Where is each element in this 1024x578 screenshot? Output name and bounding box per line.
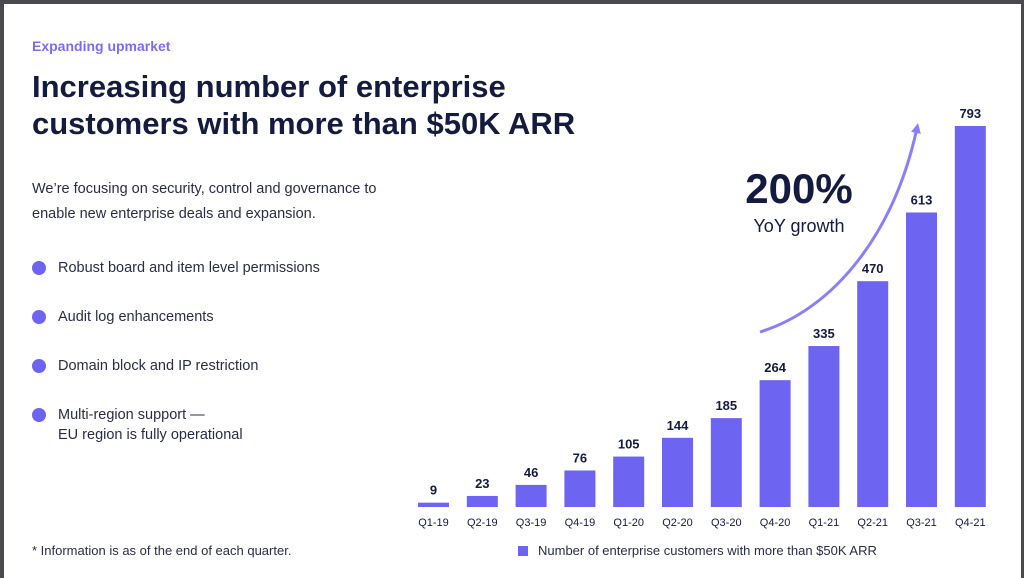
data-label: 9: [430, 483, 437, 498]
bullet-dot-icon: [32, 261, 46, 275]
x-tick-label: Q4-20: [760, 517, 791, 529]
data-label: 793: [959, 106, 981, 121]
growth-label: YoY growth: [753, 216, 845, 236]
growth-arrow-icon: [759, 123, 921, 334]
bars-group: 9 Q1-19 23 Q2-19 46 Q3-19 76 Q4-19 105 Q1-20 144 Q2…: [418, 106, 986, 529]
slide: Expanding upmarket Increasing number of …: [4, 4, 1021, 578]
bar-q2-21: [857, 281, 889, 507]
x-tick-label: Q3-19: [516, 517, 547, 529]
data-label: 185: [715, 398, 737, 413]
bar-q2-19: [466, 495, 498, 507]
section-eyebrow: Expanding upmarket: [32, 38, 171, 54]
bullet-dot-icon: [32, 359, 46, 373]
bar-q4-19: [564, 470, 596, 507]
feature-label: Domain block and IP restriction: [58, 358, 259, 374]
description-line-2: enable new enterprise deals and expansio…: [32, 206, 316, 222]
x-tick-label: Q3-20: [711, 517, 742, 529]
data-label: 470: [862, 261, 884, 276]
feature-label: Robust board and item level permissions: [58, 260, 320, 276]
feature-text: Multi-region support — EU region is full…: [58, 405, 243, 445]
bar-q3-19: [515, 484, 547, 507]
chart-legend: Number of enterprise customers with more…: [518, 543, 877, 558]
feature-text: Robust board and item level permissions: [58, 258, 320, 278]
legend-swatch-icon: [518, 546, 528, 556]
bar-q3-21: [906, 212, 937, 507]
bar-q1-21: [808, 346, 840, 507]
x-tick-label: Q1-20: [613, 517, 644, 529]
bar-q2-20: [662, 437, 693, 507]
bar-q1-19: [418, 502, 449, 507]
bar-chart: 9 Q1-19 23 Q2-19 46 Q3-19 76 Q4-19 105 Q1-20 144 Q2…: [418, 106, 986, 529]
legend-label: Number of enterprise customers with more…: [538, 543, 877, 558]
data-label: 23: [475, 476, 489, 491]
footnote: * Information is as of the end of each q…: [32, 543, 292, 558]
data-label: 144: [667, 418, 689, 433]
data-label: 105: [618, 437, 640, 452]
feature-label: Audit log enhancements: [58, 309, 214, 325]
x-tick-label: Q3-21: [906, 517, 937, 529]
bar-q1-20: [613, 456, 645, 507]
feature-text: Audit log enhancements: [58, 307, 214, 327]
feature-label-continued: EU region is fully operational: [58, 427, 243, 443]
title-line-2: customers with more than $50K ARR: [32, 106, 576, 141]
data-label: 335: [813, 326, 835, 341]
title-line-1: Increasing number of enterprise: [32, 69, 506, 104]
data-label: 264: [764, 360, 786, 375]
x-tick-label: Q4-19: [565, 517, 596, 529]
x-tick-label: Q1-19: [418, 517, 449, 529]
x-tick-label: Q2-20: [662, 517, 693, 529]
bar-q4-21: [954, 126, 986, 507]
bar-q3-20: [710, 418, 742, 507]
description-line-1: We’re focusing on security, control and …: [32, 181, 377, 197]
data-label: 76: [573, 450, 587, 465]
growth-callout: 200% YoY growth: [724, 164, 874, 238]
x-tick-label: Q4-21: [955, 517, 986, 529]
data-label: 46: [524, 465, 538, 480]
x-tick-label: Q1-21: [809, 517, 840, 529]
data-label: 613: [911, 192, 933, 207]
page-title: Increasing number of enterprise customer…: [32, 68, 632, 142]
bullet-dot-icon: [32, 408, 46, 422]
growth-value: 200%: [745, 165, 853, 212]
bar-q4-20: [759, 380, 791, 507]
x-tick-label: Q2-19: [467, 517, 498, 529]
bullet-dot-icon: [32, 310, 46, 324]
feature-label: Multi-region support —: [58, 407, 205, 423]
x-tick-label: Q2-21: [857, 517, 888, 529]
feature-text: Domain block and IP restriction: [58, 356, 258, 376]
description: We’re focusing on security, control and …: [32, 177, 452, 227]
